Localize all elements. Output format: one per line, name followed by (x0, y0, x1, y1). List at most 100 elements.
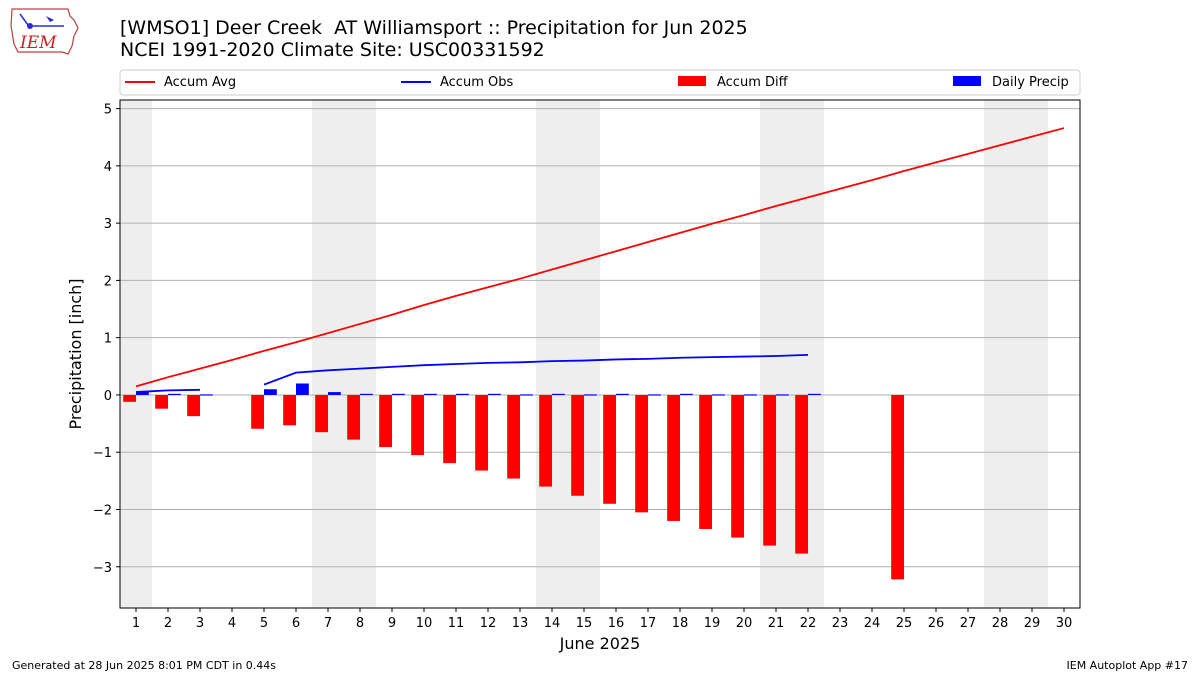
accum-avg-line (135, 127, 1065, 388)
accum-diff-bar (571, 394, 584, 496)
accum-diff-bar (347, 394, 360, 440)
x-tick-label: 18 (672, 616, 689, 631)
accum-diff-bar (731, 394, 744, 538)
x-tick-label: 8 (356, 616, 364, 631)
x-tick-label: 21 (768, 616, 785, 631)
x-tick-label: 17 (640, 616, 657, 631)
daily-precip-bar (584, 394, 597, 396)
chart-subtitle: NCEI 1991-2020 Climate Site: USC00331592 (120, 39, 545, 61)
daily-precip-bar (456, 393, 469, 396)
x-tick-label: 1 (132, 616, 140, 631)
accum-diff-bar (251, 394, 264, 429)
x-tick-label: 28 (992, 616, 1009, 631)
accum-diff-bar (603, 394, 616, 504)
y-tick-label: 5 (104, 103, 112, 118)
y-tick-label: 0 (104, 389, 112, 404)
accum-diff-bar (763, 394, 776, 546)
x-tick-label: 7 (324, 616, 332, 631)
x-tick-label: 3 (196, 616, 204, 631)
y-tick-label: 4 (104, 160, 112, 175)
weekend-band (120, 100, 152, 608)
accum-diff-bar (379, 394, 392, 448)
x-tick-label: 25 (896, 616, 913, 631)
daily-precip-bar (264, 389, 277, 395)
y-tick-label: −3 (93, 561, 112, 576)
daily-precip-bar (328, 392, 341, 395)
x-tick-label: 16 (608, 616, 625, 631)
accum-diff-bar (123, 394, 136, 402)
accum-diff-bar (443, 394, 456, 464)
x-tick-label: 10 (416, 616, 433, 631)
weekend-band (312, 100, 376, 608)
x-tick-label: 30 (1056, 616, 1073, 631)
daily-precip-bar (392, 393, 405, 396)
y-tick-label: 1 (104, 332, 112, 347)
accum-diff-bar (283, 394, 296, 426)
x-tick-label: 24 (864, 616, 881, 631)
x-tick-label: 14 (544, 616, 561, 631)
legend: Accum Avg Accum Obs Accum Diff Daily Precip (119, 69, 1081, 96)
legend-bar-swatch (678, 76, 706, 86)
y-tick-label: 2 (104, 274, 112, 289)
app-credit: IEM Autoplot App #17 (1066, 659, 1189, 672)
daily-precip-bar (808, 393, 821, 396)
daily-precip-bar (136, 392, 149, 395)
accum-diff-bar (155, 394, 168, 409)
accum-diff-bar (507, 394, 520, 479)
chart-title: [WMSO1] Deer Creek AT Williamsport :: Pr… (120, 17, 748, 39)
accum-diff-bar (539, 394, 552, 487)
legend-label: Accum Obs (440, 75, 513, 90)
x-tick-label: 6 (292, 616, 300, 631)
accum-diff-bar (475, 394, 488, 471)
iem-logo: IEM (8, 6, 80, 58)
daily-precip-bar (680, 393, 693, 396)
x-tick-label: 26 (928, 616, 945, 631)
accum-diff-bar (795, 394, 808, 554)
daily-precip-bar (776, 394, 789, 396)
x-tick-label: 9 (388, 616, 396, 631)
weekend-band (984, 100, 1048, 608)
daily-precip-bar (552, 393, 565, 396)
accum-diff-bar (667, 394, 680, 521)
x-tick-label: 23 (832, 616, 849, 631)
y-tick-label: −2 (93, 503, 112, 518)
legend-bar-swatch (953, 76, 981, 86)
legend-label: Accum Diff (717, 75, 789, 90)
x-tick-label: 27 (960, 616, 977, 631)
x-tick-label: 2 (164, 616, 172, 631)
accum-diff-bar (891, 394, 904, 580)
legend-label: Daily Precip (992, 75, 1069, 90)
daily-precip-bar (520, 394, 533, 396)
x-tick-label: 11 (448, 616, 465, 631)
daily-precip-bar (200, 394, 213, 396)
x-tick-label: 13 (512, 616, 529, 631)
x-tick-label: 29 (1024, 616, 1041, 631)
daily-precip-bar (648, 394, 661, 396)
iowa-state-outline-icon: IEM (10, 8, 79, 55)
legend-box (119, 69, 1081, 96)
daily-precip-bar (360, 393, 373, 396)
accum-diff-bar (411, 394, 424, 456)
weekend-band (536, 100, 600, 608)
daily-precip-bar (712, 394, 725, 396)
x-tick-label: 5 (260, 616, 268, 631)
accum-diff-bar (699, 394, 712, 529)
x-tick-label: 15 (576, 616, 593, 631)
daily-precip-bar (616, 393, 629, 396)
x-tick-label: 4 (228, 616, 236, 631)
accum-diff-bar (315, 394, 328, 433)
x-tick-label: 22 (800, 616, 817, 631)
logo-text: IEM (19, 33, 57, 53)
accum-diff-bar (187, 394, 200, 417)
y-axis-label: Precipitation [inch] (66, 278, 85, 429)
accum-obs-line (263, 353, 809, 386)
y-tick-label: 3 (104, 217, 112, 232)
daily-precip-bar (488, 393, 501, 396)
daily-precip-bar (296, 383, 309, 395)
accum-diff-bar (635, 394, 648, 513)
y-tick-label: −1 (93, 446, 112, 461)
x-tick-label: 20 (736, 616, 753, 631)
x-tick-label: 19 (704, 616, 721, 631)
accum-obs-line (135, 388, 201, 393)
